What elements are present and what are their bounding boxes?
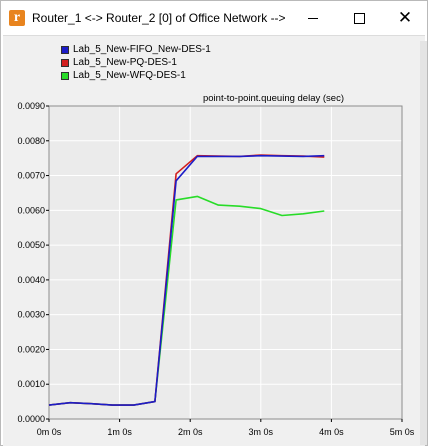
plot-border xyxy=(48,105,403,420)
x-tick-label: 0m 0s xyxy=(37,427,62,437)
y-tick-label: 0.0070 xyxy=(17,171,45,181)
x-tick-label: 5m 0s xyxy=(390,427,415,437)
y-tick-label: 0.0090 xyxy=(17,101,45,111)
window-resize-edge[interactable] xyxy=(420,41,427,445)
minimize-button[interactable] xyxy=(291,1,335,35)
x-tick-label: 2m 0s xyxy=(178,427,203,437)
x-tick-label: 1m 0s xyxy=(107,427,132,437)
series-line-fifo xyxy=(48,154,325,406)
window-title: Router_1 <-> Router_2 [0] of Office Netw… xyxy=(32,11,286,25)
legend-swatch xyxy=(61,72,69,80)
y-tick-label: 0.0060 xyxy=(17,205,45,215)
y-tick-label: 0.0050 xyxy=(17,240,45,250)
maximize-icon xyxy=(354,13,365,24)
legend-label: Lab_5_New-WFQ-DES-1 xyxy=(73,70,186,81)
x-tick-label: 4m 0s xyxy=(319,427,344,437)
legend-swatch xyxy=(61,46,69,54)
close-icon: ✕ xyxy=(397,8,413,27)
minimize-icon xyxy=(308,18,318,19)
x-tick-label: 3m 0s xyxy=(249,427,274,437)
maximize-button[interactable] xyxy=(337,1,381,35)
plot-area xyxy=(49,106,402,419)
title-bar[interactable]: r Router_1 <-> Router_2 [0] of Office Ne… xyxy=(1,1,427,35)
app-logo-icon: r xyxy=(9,10,25,26)
close-button[interactable]: ✕ xyxy=(383,1,427,35)
y-tick-label: 0.0000 xyxy=(17,414,45,424)
y-tick-label: 0.0030 xyxy=(17,310,45,320)
chart-title: point-to-point.queuing delay (sec) xyxy=(203,93,344,104)
y-tick-label: 0.0080 xyxy=(17,136,45,146)
legend-label: Lab_5_New-FIFO_New-DES-1 xyxy=(73,44,211,55)
y-tick-label: 0.0040 xyxy=(17,275,45,285)
legend-swatch xyxy=(61,59,69,67)
legend-label: Lab_5_New-PQ-DES-1 xyxy=(73,57,177,68)
y-tick-label: 0.0020 xyxy=(17,344,45,354)
y-tick-label: 0.0010 xyxy=(17,379,45,389)
